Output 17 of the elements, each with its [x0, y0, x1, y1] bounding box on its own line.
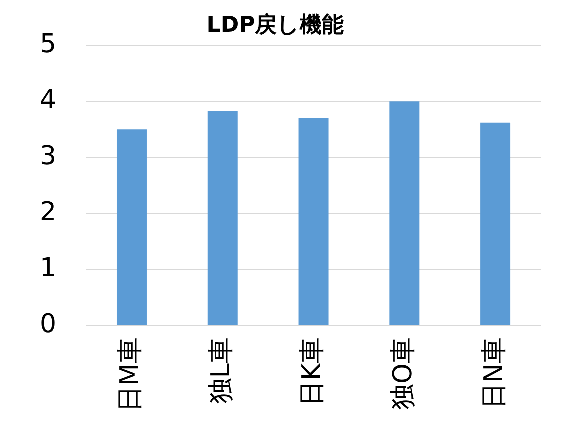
chart-title: LDP戻し機能: [206, 12, 344, 38]
x-tick-label: 独L車: [206, 338, 237, 404]
x-tick-label: 独O車: [388, 338, 418, 410]
y-tick-label: 5: [40, 29, 57, 60]
y-tick-label: 4: [40, 85, 57, 116]
x-tick-label: 日N車: [479, 338, 510, 410]
y-tick-label: 0: [40, 309, 57, 340]
bar: [390, 102, 420, 326]
bar: [298, 118, 329, 326]
bar: [116, 130, 147, 326]
y-tick-label: 3: [40, 141, 57, 172]
bar: [208, 111, 238, 326]
x-tick-label: 日K車: [298, 338, 328, 407]
y-tick-label: 2: [40, 197, 57, 228]
bar: [480, 122, 511, 326]
y-tick-label: 1: [40, 253, 57, 284]
x-tick-label: 日M車: [116, 338, 146, 412]
